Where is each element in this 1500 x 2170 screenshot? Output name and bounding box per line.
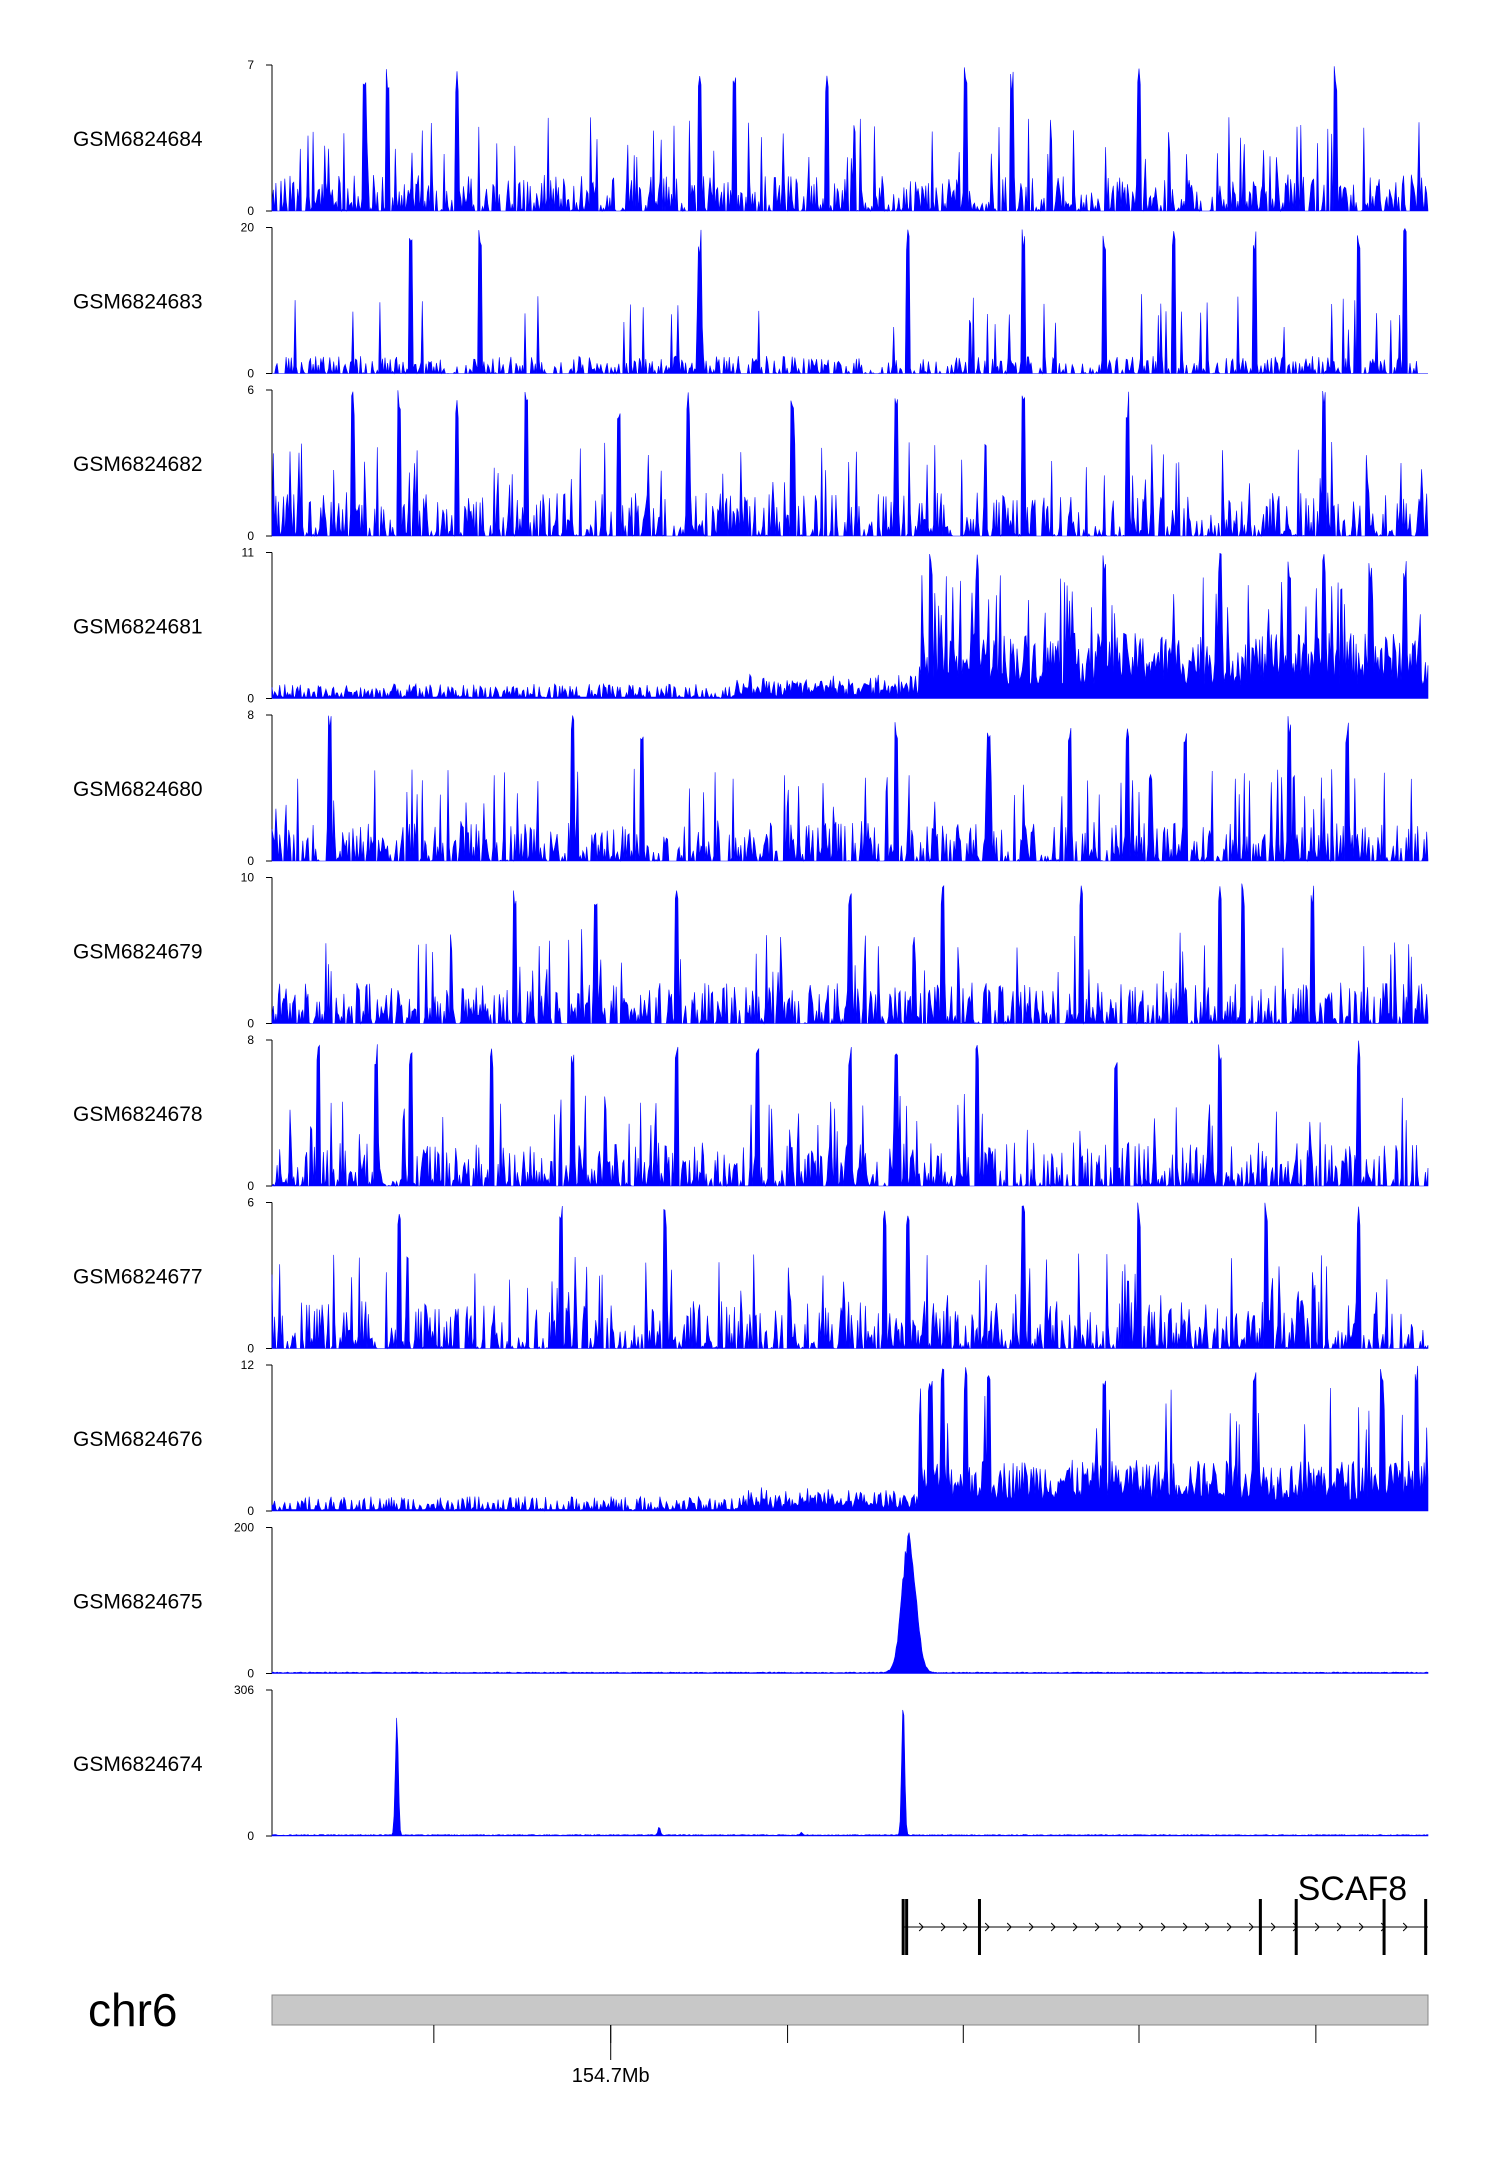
- strand-arrow: [1226, 1922, 1232, 1932]
- y-axis-max-label: 8: [247, 1033, 254, 1047]
- coordinate-label: 154.7Mb: [572, 2065, 650, 2087]
- strand-arrow: [1314, 1922, 1320, 1932]
- signal-area: [271, 552, 1429, 699]
- track-GSM6824674: GSM6824674 306 0: [73, 1683, 1429, 1843]
- strand-arrow: [918, 1922, 924, 1932]
- strand-arrow: [1094, 1922, 1100, 1932]
- y-axis-max-label: 11: [242, 546, 255, 560]
- signal-area: [271, 1040, 1429, 1188]
- y-axis-max-label: 6: [247, 383, 254, 397]
- gene-exon: [1294, 1899, 1298, 1955]
- track-GSM6824678: GSM6824678 8 0: [73, 1033, 1429, 1193]
- strand-arrow: [1028, 1922, 1034, 1932]
- strand-arrow: [1336, 1922, 1342, 1932]
- signal-area: [271, 390, 1429, 538]
- signal-area: [271, 1709, 1429, 1837]
- y-axis-min-label: 0: [247, 854, 254, 868]
- strand-arrow: [1050, 1922, 1056, 1932]
- track-GSM6824676: GSM6824676 12 0: [73, 1358, 1429, 1518]
- signal-area: [271, 1202, 1429, 1350]
- y-axis-max-label: 6: [247, 1196, 254, 1210]
- y-axis-min-label: 0: [247, 1504, 254, 1518]
- y-axis-max-label: 10: [241, 871, 255, 885]
- track-label: GSM6824683: [73, 291, 203, 314]
- y-axis-min-label: 0: [247, 1179, 254, 1193]
- gene-exon: [1424, 1899, 1428, 1955]
- track-label: GSM6824674: [73, 1753, 203, 1776]
- y-axis-min-label: 0: [247, 529, 254, 543]
- strand-arrow: [1006, 1922, 1012, 1932]
- strand-arrow: [1248, 1922, 1254, 1932]
- y-axis-max-label: 306: [234, 1683, 254, 1697]
- strand-arrow: [1204, 1922, 1210, 1932]
- chromosome-axis: chr6 154.7Mb: [88, 1984, 1429, 2087]
- gene-exon: [905, 1899, 909, 1955]
- chromosome-bar: [271, 1994, 1429, 2026]
- gene-exon: [1258, 1899, 1262, 1955]
- track-label: GSM6824680: [73, 778, 203, 801]
- signal-tracks: GSM682468470GSM6824683200GSM682468260GSM…: [73, 58, 1429, 1843]
- signal-area: [271, 1532, 1429, 1674]
- strand-arrow: [1138, 1922, 1144, 1932]
- strand-arrow: [1160, 1922, 1166, 1932]
- track-label: GSM6824679: [73, 941, 203, 964]
- track-GSM6824677: GSM6824677 6 0: [73, 1196, 1429, 1356]
- strand-arrow: [962, 1922, 968, 1932]
- y-axis-min-label: 0: [247, 1017, 254, 1031]
- signal-area: [271, 883, 1429, 1025]
- signal-area: [271, 66, 1429, 213]
- track-label: GSM6824684: [73, 128, 203, 151]
- gene-annotation-track: SCAF8: [901, 1870, 1428, 1955]
- y-axis-min-label: 0: [247, 204, 254, 218]
- track-label: GSM6824675: [73, 1591, 203, 1614]
- y-axis-min-label: 0: [247, 1342, 254, 1356]
- track-label: GSM6824681: [73, 616, 203, 639]
- strand-arrow: [1270, 1922, 1276, 1932]
- track-GSM6824680: GSM6824680 8 0: [73, 708, 1429, 868]
- gene-label: SCAF8: [1298, 1870, 1408, 1908]
- signal-area: [272, 227, 1428, 375]
- track-GSM6824681: GSM6824681 11 0: [73, 546, 1429, 706]
- y-axis-max-label: 20: [241, 221, 255, 235]
- signal-area: [271, 715, 1429, 863]
- track-GSM6824684: GSM6824684 7 0: [73, 58, 1429, 218]
- track-GSM6824683: GSM6824683 20 0: [73, 221, 1428, 381]
- y-axis-max-label: 12: [241, 1358, 255, 1372]
- strand-arrow: [1358, 1922, 1364, 1932]
- strand-arrow: [1116, 1922, 1122, 1932]
- gene-exon: [901, 1899, 905, 1955]
- gene-exon: [977, 1899, 981, 1955]
- track-label: GSM6824677: [73, 1266, 203, 1289]
- track-GSM6824682: GSM6824682 6 0: [73, 383, 1429, 543]
- y-axis-max-label: 200: [234, 1521, 254, 1535]
- strand-arrow: [984, 1922, 990, 1932]
- strand-arrow: [1182, 1922, 1188, 1932]
- track-label: GSM6824678: [73, 1103, 203, 1126]
- strand-arrow: [1072, 1922, 1078, 1932]
- y-axis-min-label: 0: [247, 692, 254, 706]
- y-axis-min-label: 0: [247, 1829, 254, 1843]
- chromosome-label: chr6: [88, 1984, 177, 2036]
- y-axis-min-label: 0: [247, 367, 254, 381]
- signal-area: [271, 1365, 1429, 1512]
- track-GSM6824679: GSM6824679 10 0: [73, 871, 1429, 1031]
- track-label: GSM6824676: [73, 1428, 203, 1451]
- track-GSM6824675: GSM6824675 200 0: [73, 1521, 1429, 1681]
- strand-arrow: [1402, 1922, 1408, 1932]
- strand-arrow: [940, 1922, 946, 1932]
- gene-exon: [1382, 1899, 1386, 1955]
- y-axis-min-label: 0: [247, 1667, 254, 1681]
- y-axis-max-label: 8: [247, 708, 254, 722]
- y-axis-max-label: 7: [247, 58, 254, 72]
- track-label: GSM6824682: [73, 453, 203, 476]
